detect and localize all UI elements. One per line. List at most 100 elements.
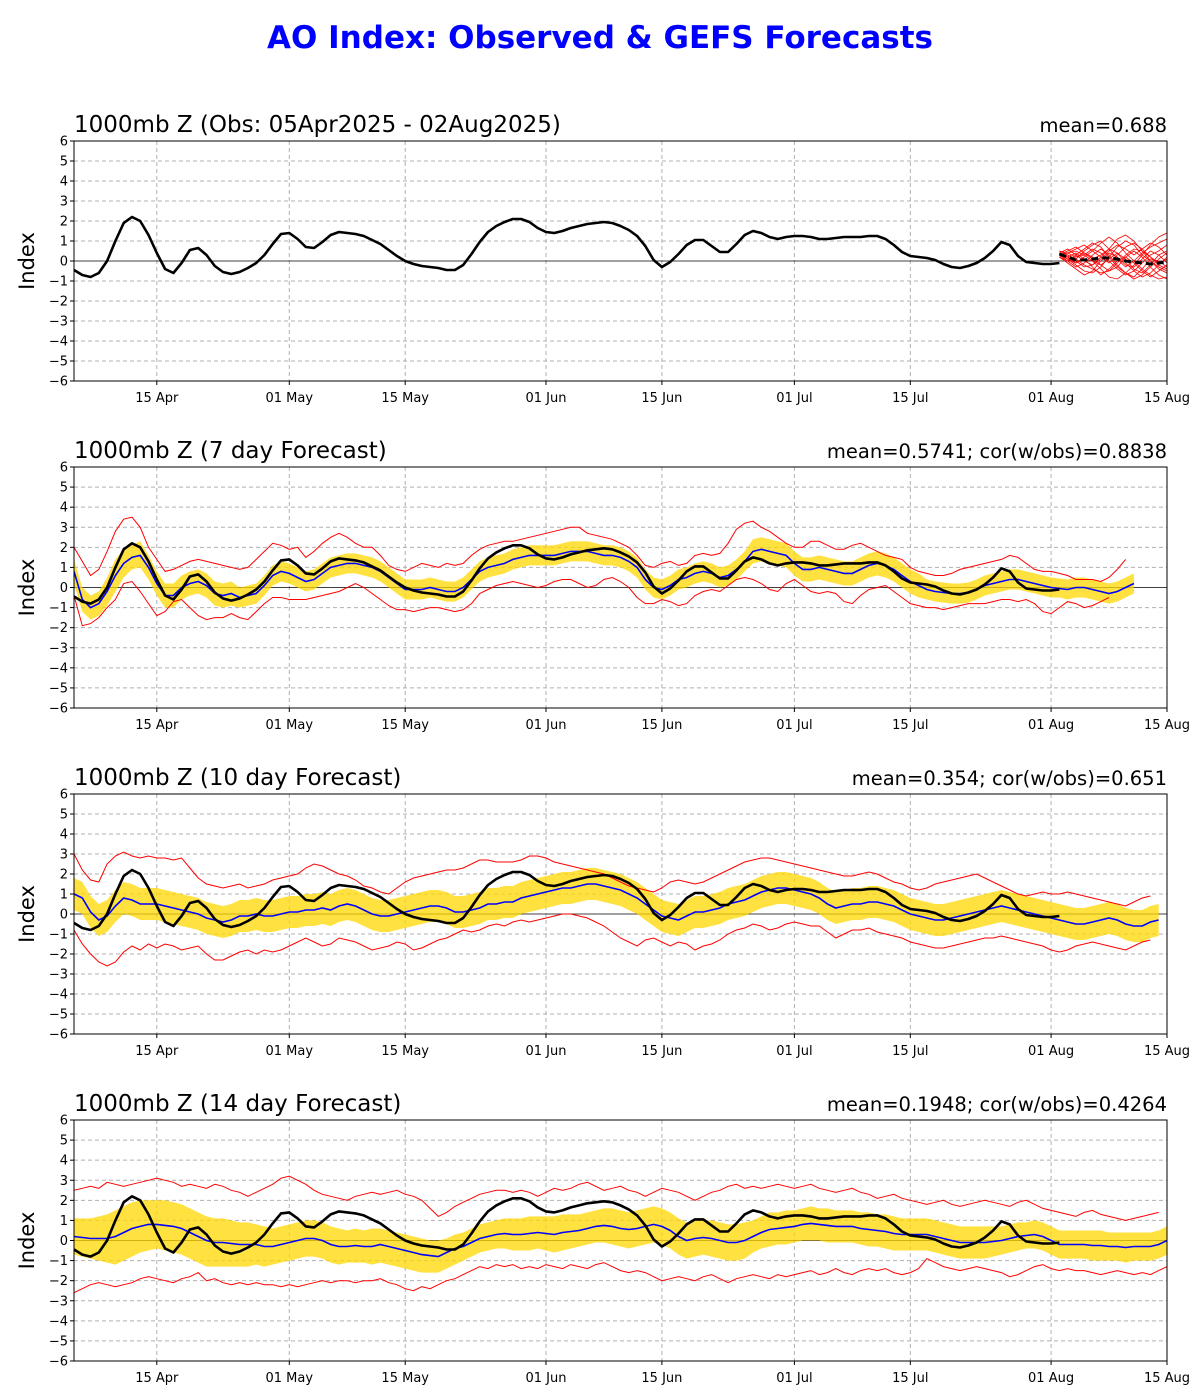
y-tick-label: −2 bbox=[49, 621, 68, 636]
x-tick-label: 15 Jun bbox=[641, 718, 682, 733]
y-tick-label: 3 bbox=[60, 1174, 68, 1189]
x-tick-label: 15 May bbox=[381, 1371, 429, 1386]
observed-line bbox=[74, 541, 1060, 605]
y-axis-label: Index bbox=[15, 1212, 39, 1270]
panel-title: 1000mb Z (10 day Forecast) bbox=[74, 765, 401, 791]
ensemble-mean-line bbox=[74, 1222, 1167, 1258]
y-tick-label: 0 bbox=[60, 908, 68, 923]
x-tick-label: 15 Apr bbox=[135, 718, 179, 733]
y-tick-label: −3 bbox=[49, 968, 68, 983]
x-tick-label: 15 May bbox=[381, 718, 429, 733]
plot-area bbox=[74, 516, 1135, 627]
ensemble-member-line bbox=[1059, 232, 1167, 280]
x-tick-label: 15 Jul bbox=[892, 1044, 928, 1059]
y-tick-label: −6 bbox=[49, 1355, 68, 1370]
ensemble-min-line bbox=[74, 913, 1151, 967]
y-tick-label: 4 bbox=[60, 501, 68, 516]
y-tick-label: 0 bbox=[60, 581, 68, 596]
x-tick-label: 15 Apr bbox=[135, 391, 179, 406]
y-tick-label: −5 bbox=[49, 681, 68, 696]
x-tick-label: 15 Aug bbox=[1144, 718, 1190, 733]
y-tick-label: 1 bbox=[60, 235, 68, 250]
y-tick-label: −3 bbox=[49, 315, 68, 330]
x-tick-label: 01 May bbox=[266, 1371, 314, 1386]
x-tick-label: 15 Aug bbox=[1144, 391, 1190, 406]
y-tick-label: −1 bbox=[49, 601, 68, 616]
y-tick-label: −1 bbox=[49, 928, 68, 943]
y-tick-label: 3 bbox=[60, 848, 68, 863]
y-tick-label: −4 bbox=[49, 988, 68, 1003]
x-tick-label: 01 Jun bbox=[525, 1371, 566, 1386]
plot-area bbox=[74, 851, 1159, 967]
spread-band bbox=[74, 1200, 1167, 1273]
y-tick-label: −4 bbox=[49, 661, 68, 676]
observed-line bbox=[74, 868, 1060, 932]
y-tick-label: 1 bbox=[60, 888, 68, 903]
y-tick-label: −1 bbox=[49, 1254, 68, 1269]
x-tick-label: 15 Aug bbox=[1144, 1371, 1190, 1386]
y-tick-label: 5 bbox=[60, 1134, 68, 1149]
ensemble-max-line bbox=[74, 516, 1126, 583]
ensemble-min-line bbox=[74, 576, 1110, 627]
y-tick-label: −6 bbox=[49, 702, 68, 717]
y-tick-label: −3 bbox=[49, 1294, 68, 1309]
x-tick-label: 15 Apr bbox=[135, 1044, 179, 1059]
panel-title: 1000mb Z (14 day Forecast) bbox=[74, 1091, 401, 1117]
x-tick-label: 01 Aug bbox=[1028, 1044, 1074, 1059]
main-title: AO Index: Observed & GEFS Forecasts bbox=[267, 20, 933, 56]
y-tick-label: −4 bbox=[49, 335, 68, 350]
plot-area bbox=[74, 1175, 1167, 1294]
y-tick-label: 2 bbox=[60, 868, 68, 883]
y-tick-label: 2 bbox=[60, 541, 68, 556]
ensemble-member-line bbox=[1059, 250, 1167, 276]
y-tick-label: 4 bbox=[60, 175, 68, 190]
y-tick-label: −5 bbox=[49, 355, 68, 370]
observed-line bbox=[74, 1195, 1060, 1258]
x-tick-label: 01 Aug bbox=[1028, 391, 1074, 406]
plot-area bbox=[74, 215, 1167, 280]
x-tick-label: 01 May bbox=[266, 718, 314, 733]
x-tick-label: 15 Jun bbox=[641, 391, 682, 406]
panel-title: 1000mb Z (7 day Forecast) bbox=[74, 438, 387, 464]
x-tick-label: 15 Jul bbox=[892, 718, 928, 733]
y-tick-label: 0 bbox=[60, 1234, 68, 1249]
panel-stats: mean=0.5741; cor(w/obs)=0.8838 bbox=[827, 440, 1167, 463]
x-tick-label: 01 Jun bbox=[525, 1044, 566, 1059]
y-tick-label: −2 bbox=[49, 948, 68, 963]
y-axis-label: Index bbox=[15, 885, 39, 943]
x-tick-label: 01 Aug bbox=[1028, 718, 1074, 733]
y-tick-label: 2 bbox=[60, 1194, 68, 1209]
y-tick-label: −5 bbox=[49, 1334, 68, 1349]
ensemble-member-line bbox=[1059, 250, 1167, 274]
y-tick-label: 3 bbox=[60, 195, 68, 210]
panel-stats: mean=0.1948; cor(w/obs)=0.4264 bbox=[827, 1093, 1167, 1116]
x-tick-label: 01 May bbox=[266, 1044, 314, 1059]
ensemble-mean-line bbox=[74, 883, 1159, 927]
y-tick-label: −2 bbox=[49, 295, 68, 310]
x-tick-label: 15 May bbox=[381, 1044, 429, 1059]
y-tick-label: −4 bbox=[49, 1314, 68, 1329]
x-tick-label: 15 Jul bbox=[892, 391, 928, 406]
x-tick-label: 01 Jul bbox=[776, 391, 812, 406]
panel-stats: mean=0.688 bbox=[1040, 114, 1167, 137]
panel-title: 1000mb Z (Obs: 05Apr2025 - 02Aug2025) bbox=[74, 112, 561, 138]
x-tick-label: 15 Jun bbox=[641, 1371, 682, 1386]
x-tick-label: 01 May bbox=[266, 391, 314, 406]
y-tick-label: 4 bbox=[60, 828, 68, 843]
ensemble-min-line bbox=[74, 1257, 1167, 1294]
x-tick-label: 01 Jul bbox=[776, 718, 812, 733]
x-tick-label: 01 Aug bbox=[1028, 1371, 1074, 1386]
y-tick-label: 6 bbox=[60, 1114, 68, 1129]
panel-10day: −6 −5 −4 −3 −2 −1 0 1 2 3 4 5 6 15 Apr 01 May 15 May 01 … bbox=[15, 765, 1190, 1059]
x-tick-label: 01 Jun bbox=[525, 718, 566, 733]
y-tick-label: 6 bbox=[60, 135, 68, 150]
panel-obs: −6 −5 −4 −3 −2 −1 0 1 2 3 4 5 6 15 Apr 01 May 15 May 01 … bbox=[15, 112, 1190, 406]
y-tick-label: 0 bbox=[60, 255, 68, 270]
y-tick-label: 1 bbox=[60, 561, 68, 576]
x-tick-label: 15 May bbox=[381, 391, 429, 406]
ensemble-max-line bbox=[74, 1175, 1159, 1221]
forecast-mean-line bbox=[1058, 252, 1167, 266]
y-tick-label: 4 bbox=[60, 1154, 68, 1169]
y-tick-label: −3 bbox=[49, 641, 68, 656]
